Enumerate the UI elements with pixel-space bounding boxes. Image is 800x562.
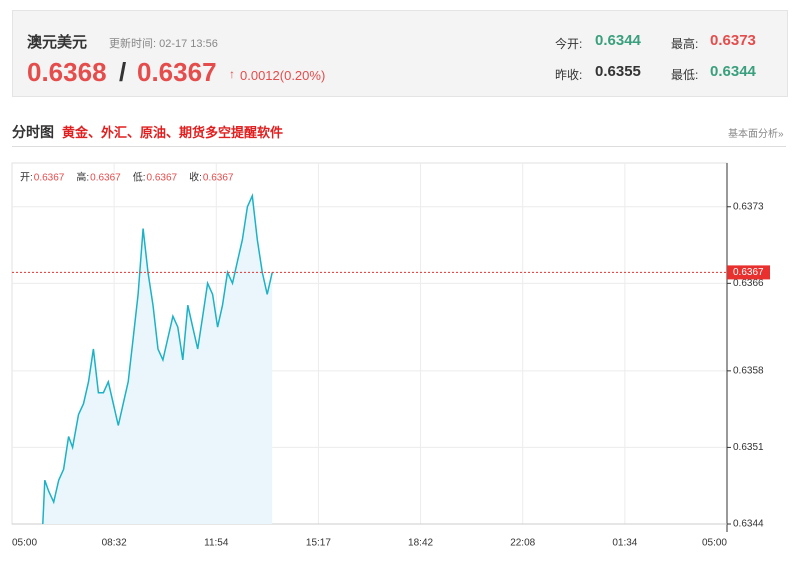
ohlc-value: 0.6367 — [90, 173, 121, 184]
ask-price: 0.6367 — [137, 57, 217, 87]
ohlc-value: 0.6367 — [203, 173, 234, 184]
update-time: 更新时间: 02-17 13:56 — [109, 38, 218, 50]
stat-value: 0.6355 — [595, 63, 641, 80]
ohlc-label: 低: — [133, 171, 146, 184]
y-tick-label: 0.6344 — [733, 519, 764, 530]
promo-link[interactable]: 黄金、外汇、原油、期货多空提醒软件 — [62, 125, 284, 140]
last-price-label: 0.6367 — [733, 267, 764, 278]
stat-label: 今开: — [555, 37, 583, 51]
ohlc-label: 高: — [76, 171, 89, 184]
x-tick-label: 01:34 — [612, 538, 637, 549]
ohlc-value: 0.6367 — [147, 173, 178, 184]
stat-label: 最低: — [671, 68, 699, 82]
stat-value: 0.6344 — [595, 32, 641, 49]
change: 0.0012(0.20%) — [240, 68, 326, 83]
x-tick-label: 18:42 — [408, 538, 433, 549]
y-tick-label: 0.6373 — [733, 201, 764, 212]
area — [42, 195, 273, 525]
separator: / — [119, 57, 127, 87]
ohlc-label: 开: — [20, 173, 33, 184]
x-tick-label: 08:32 — [102, 538, 127, 549]
y-tick-label: 0.6358 — [733, 365, 764, 376]
last-price-box — [727, 265, 770, 280]
analysis-link[interactable]: 基本面分析» — [728, 129, 784, 140]
x-tick-label: 05:00 — [702, 538, 727, 549]
ohlc-label: 收: — [189, 171, 202, 184]
x-tick-label: 05:00 — [12, 538, 37, 549]
bid-price: 0.6368 — [27, 57, 107, 87]
stat-label: 昨收: — [555, 68, 583, 82]
symbol-title: 澳元美元 — [27, 34, 88, 51]
ohlc-value: 0.6367 — [34, 173, 65, 184]
price-line — [42, 192, 273, 525]
divider — [12, 146, 786, 147]
y-tick-label: 0.6351 — [733, 442, 764, 453]
quote-header: 澳元美元 更新时间: 02-17 13:56 0.6368 / 0.6367 ↑… — [12, 10, 788, 97]
stat-label: 最高: — [671, 37, 699, 51]
section-title: 分时图 — [12, 124, 54, 140]
y-tick-label: 0.6366 — [733, 278, 764, 289]
x-tick-label: 11:54 — [204, 538, 229, 549]
stat-value: 0.6373 — [710, 32, 756, 49]
x-tick-label: 22:08 — [510, 538, 535, 549]
up-arrow: ↑ — [229, 67, 235, 81]
stat-value: 0.6344 — [710, 63, 756, 80]
x-tick-label: 15:17 — [306, 538, 331, 549]
